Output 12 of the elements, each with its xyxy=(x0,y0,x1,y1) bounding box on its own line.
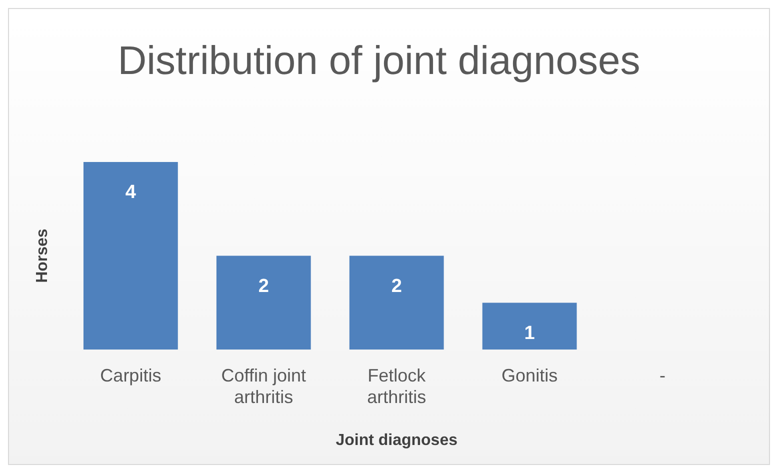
chart-title: Distribution of joint diagnoses xyxy=(118,39,640,84)
y-axis-title: Horses xyxy=(34,228,52,283)
data-label: 4 xyxy=(125,182,136,204)
x-tick-label: Gonitis xyxy=(502,365,558,386)
data-label: 2 xyxy=(391,276,402,298)
x-tick-label: Coffin joint arthritis xyxy=(221,365,306,407)
x-axis-title: Joint diagnoses xyxy=(336,432,458,449)
x-tick-label: - xyxy=(660,365,666,386)
data-label: 1 xyxy=(524,322,536,344)
x-tick-label: Fetlock arthritis xyxy=(367,365,427,407)
x-tick-label: Carpitis xyxy=(100,365,162,386)
data-label: 2 xyxy=(258,276,269,298)
